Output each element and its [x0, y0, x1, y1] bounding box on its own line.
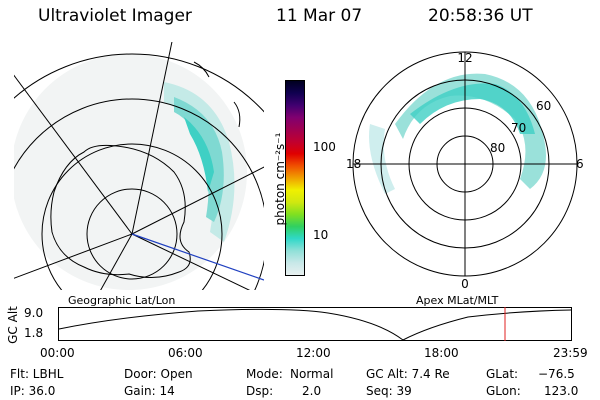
mlt-label-6: 6	[576, 157, 584, 171]
gc-alt-axis-label: GC Alt	[6, 306, 20, 344]
coastline	[50, 144, 191, 278]
time-tick-0000: 00:00	[40, 346, 75, 360]
mlt-label-12: 12	[457, 51, 472, 65]
glon-value: 123.0	[544, 384, 579, 398]
altitude-curve	[58, 308, 572, 341]
dsp-value: 2.0	[302, 384, 322, 398]
door-status: Door: Open	[124, 367, 193, 381]
filter-status: Flt: LBHL	[10, 367, 64, 381]
mlat-label-80: 80	[490, 141, 505, 155]
colorbar	[285, 80, 305, 276]
time-tick-1800: 18:00	[424, 346, 459, 360]
time-tick-1200: 12:00	[296, 346, 331, 360]
auroral-oval	[369, 73, 546, 194]
geographic-plot	[14, 42, 264, 290]
colorbar-tick-100: 100	[313, 140, 336, 154]
alt-tick-9: 9.0	[24, 306, 44, 320]
glon-label: GLon:	[486, 384, 521, 398]
dsp-label: Dsp:	[246, 384, 274, 398]
ip-status: IP: 36.0	[10, 384, 56, 398]
time-tick-0600: 06:00	[168, 346, 203, 360]
glat-value: −76.5	[538, 367, 575, 381]
mlt-polar-plot: 12 18 6 0 60 70 80	[346, 51, 584, 288]
date-label: 11 Mar 07	[276, 6, 363, 26]
apex-label: Apex MLat/MLT	[416, 294, 499, 307]
geographic-label: Geographic Lat/Lon	[68, 294, 176, 307]
auroral-emission	[14, 54, 247, 290]
colorbar-unit-label: photon cm⁻²s⁻¹	[273, 132, 287, 226]
orbit-altitude-timeline	[58, 307, 572, 341]
mode-label: Mode:	[246, 367, 283, 381]
mode-value: Normal	[290, 367, 334, 381]
time-tick-2359: 23:59	[553, 346, 588, 360]
mlt-label-0: 0	[461, 277, 469, 288]
alt-tick-1-8: 1.8	[24, 326, 44, 340]
mlat-label-70: 70	[511, 121, 526, 135]
colorbar-tick-10: 10	[313, 228, 329, 242]
mlat-label-60: 60	[536, 99, 551, 113]
gain-status: Gain: 14	[124, 384, 175, 398]
time-label: 20:58:36 UT	[428, 6, 533, 26]
glat-label: GLat:	[486, 367, 519, 381]
gc-alt-status: GC Alt: 7.4 Re	[366, 367, 450, 381]
mlt-label-18: 18	[346, 157, 361, 171]
seq-status: Seq: 39	[366, 384, 412, 398]
instrument-title: Ultraviolet Imager	[38, 6, 192, 26]
